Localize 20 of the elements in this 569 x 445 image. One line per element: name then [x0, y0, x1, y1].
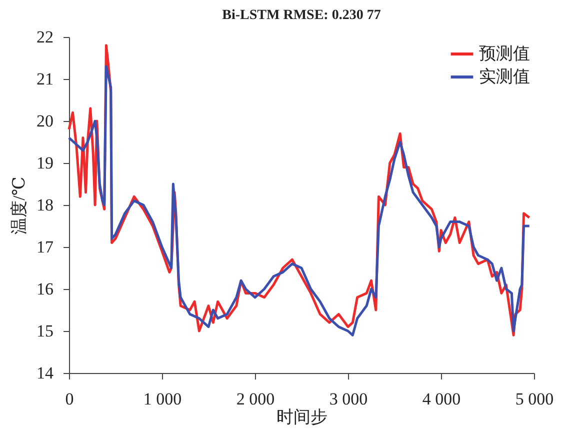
y-tick-label: 18 [36, 196, 54, 214]
x-tick-label: 2 000 [236, 390, 275, 408]
y-tick-label: 15 [36, 322, 54, 340]
x-tick-label: 3 000 [329, 390, 368, 408]
legend-label: 预测值 [479, 44, 530, 63]
x-tick-label: 4 000 [422, 390, 461, 408]
x-tick-label: 5 000 [515, 390, 554, 408]
y-tick-label: 20 [36, 112, 54, 130]
chart-title: Bi-LSTM RMSE: 0.230 77 [222, 8, 381, 23]
x-tick-label: 1 000 [143, 390, 182, 408]
x-axis-title: 时间步 [276, 408, 328, 426]
y-tick-label: 19 [36, 154, 54, 172]
x-tick-label: 0 [65, 390, 74, 408]
y-tick-label: 14 [36, 364, 54, 382]
y-tick-label: 21 [36, 70, 54, 88]
legend-label: 实测值 [479, 67, 530, 86]
y-axis-title: 温度/℃ [10, 176, 28, 234]
y-tick-label: 16 [36, 280, 54, 298]
y-tick-label: 22 [36, 28, 54, 46]
y-tick-label: 17 [36, 238, 54, 256]
